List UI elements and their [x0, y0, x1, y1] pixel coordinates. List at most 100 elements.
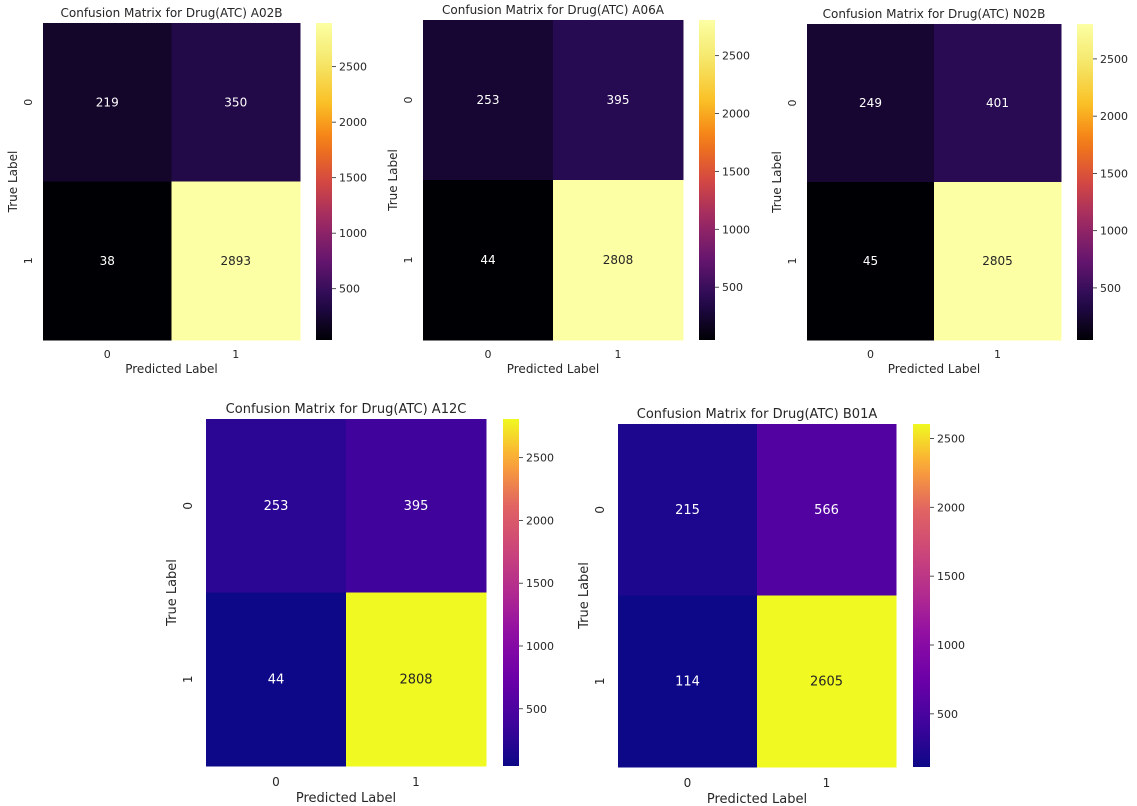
- cell-value-label: 45: [863, 254, 878, 268]
- x-tick-label: 0: [104, 348, 111, 361]
- x-axis-label: Predicted Label: [707, 792, 807, 806]
- heatmap-cell: [807, 24, 935, 183]
- x-tick-label: 0: [485, 348, 492, 361]
- colorbar: [316, 23, 332, 340]
- heatmap-cell: [43, 23, 172, 182]
- x-tick-label: 1: [412, 775, 420, 789]
- cell-value-label: 114: [675, 674, 700, 689]
- y-tick-label: 0: [402, 97, 415, 104]
- colorbar-tick-label: 1500: [937, 570, 965, 583]
- cell-value-label: 395: [607, 93, 630, 107]
- colorbar-tick-label: 2000: [722, 108, 750, 121]
- y-tick-label: 0: [593, 506, 607, 514]
- x-axis-label: Predicted Label: [125, 362, 218, 376]
- confusion-matrix-5: Confusion Matrix for Drug(ATC) B01A 215 56…: [577, 407, 965, 806]
- x-tick-label: 0: [867, 348, 874, 361]
- colorbar-tick-label: 2000: [526, 514, 554, 527]
- x-axis-label: Predicted Label: [888, 362, 981, 376]
- colorbar: [1077, 24, 1093, 340]
- y-axis-label: True Label: [165, 559, 180, 627]
- heatmap-cell: [171, 181, 301, 341]
- heatmap-cell: [934, 24, 1062, 183]
- confusion-matrix-2: Confusion Matrix for Drug(ATC) A06A 253 39…: [386, 3, 750, 376]
- x-tick-label: 1: [232, 348, 239, 361]
- heatmap-cell: [423, 180, 554, 341]
- cell-value-label: 2808: [603, 253, 634, 267]
- colorbar-tick-label: 500: [1100, 282, 1121, 295]
- colorbar-tick-label: 2000: [339, 116, 367, 129]
- heatmap-cell: [934, 182, 1062, 341]
- y-tick-label: 1: [402, 257, 415, 264]
- cell-value-label: 215: [675, 503, 700, 518]
- colorbar-tick-label: 1500: [1100, 167, 1128, 180]
- y-axis-label: True Label: [577, 562, 592, 630]
- y-tick-label: 1: [786, 258, 799, 265]
- x-tick-label: 1: [823, 776, 831, 790]
- colorbar-tick-label: 2000: [1100, 110, 1128, 123]
- colorbar-tick-label: 1500: [526, 577, 554, 590]
- colorbar-tick-label: 500: [722, 281, 743, 294]
- cell-value-label: 566: [814, 503, 839, 518]
- y-tick-label: 0: [181, 502, 195, 510]
- heatmap-cell: [618, 595, 758, 768]
- cell-value-label: 401: [986, 96, 1009, 110]
- chart-title: Confusion Matrix for Drug(ATC) A02B: [61, 6, 283, 20]
- heatmap-cell: [757, 424, 897, 596]
- chart-title: Confusion Matrix for Drug(ATC) A12C: [226, 402, 467, 417]
- colorbar-tick-label: 2500: [937, 432, 965, 445]
- heatmap-cell: [43, 181, 172, 341]
- cell-value-label: 350: [224, 95, 247, 109]
- x-tick-label: 1: [994, 348, 1001, 361]
- x-axis-label: Predicted Label: [507, 362, 600, 376]
- heatmap-cell: [553, 20, 684, 181]
- heatmap-cell: [553, 180, 684, 341]
- heatmap-cell: [757, 595, 897, 768]
- colorbar: [699, 20, 715, 340]
- x-tick-label: 0: [272, 775, 280, 789]
- colorbar-tick-label: 2000: [937, 501, 965, 514]
- colorbar-tick-label: 1000: [937, 639, 965, 652]
- colorbar-tick-label: 2500: [1100, 53, 1128, 66]
- confusion-matrix-3: Confusion Matrix for Drug(ATC) N02B 249 40…: [770, 7, 1128, 376]
- cell-value-label: 249: [859, 96, 882, 110]
- y-tick-label: 1: [22, 257, 35, 264]
- heatmap-cell: [171, 23, 301, 182]
- y-axis-label: True Label: [386, 149, 400, 212]
- cell-value-label: 2605: [810, 674, 843, 689]
- heatmap-cell: [346, 419, 487, 593]
- chart-title: Confusion Matrix for Drug(ATC) A06A: [442, 3, 665, 17]
- colorbar-tick-label: 2500: [526, 452, 554, 465]
- x-axis-label: Predicted Label: [296, 791, 396, 806]
- colorbar: [913, 424, 930, 767]
- heatmap-cell: [206, 419, 347, 593]
- cell-value-label: 2805: [982, 254, 1013, 268]
- confusion-matrix-4: Confusion Matrix for Drug(ATC) A12C 253 39…: [165, 402, 554, 806]
- colorbar-tick-label: 2500: [339, 61, 367, 74]
- cell-value-label: 2893: [220, 254, 251, 268]
- colorbar-tick-label: 1500: [339, 172, 367, 185]
- colorbar-tick-label: 2500: [722, 50, 750, 63]
- cell-value-label: 395: [404, 499, 429, 514]
- y-tick-label: 0: [786, 100, 799, 107]
- chart-title: Confusion Matrix for Drug(ATC) N02B: [823, 7, 1046, 21]
- y-axis-label: True Label: [770, 151, 784, 214]
- colorbar: [503, 419, 519, 766]
- cell-value-label: 38: [100, 254, 115, 268]
- y-axis-label: True Label: [6, 151, 20, 214]
- heatmap-cell: [807, 182, 935, 341]
- confusion-matrix-1: Confusion Matrix for Drug(ATC) A02B 219 35…: [6, 6, 367, 376]
- y-tick-label: 1: [181, 675, 195, 683]
- cell-value-label: 44: [268, 672, 285, 687]
- heatmap-cell: [206, 592, 347, 767]
- chart-title: Confusion Matrix for Drug(ATC) B01A: [637, 407, 878, 422]
- x-tick-label: 1: [615, 348, 622, 361]
- cell-value-label: 219: [96, 95, 119, 109]
- colorbar-tick-label: 500: [526, 703, 547, 716]
- colorbar-tick-label: 1000: [339, 227, 367, 240]
- heatmap-cell: [346, 592, 487, 767]
- colorbar-tick-label: 1000: [722, 223, 750, 236]
- cell-value-label: 44: [480, 253, 495, 267]
- heatmap-cell: [618, 424, 758, 596]
- heatmap-cell: [423, 20, 554, 181]
